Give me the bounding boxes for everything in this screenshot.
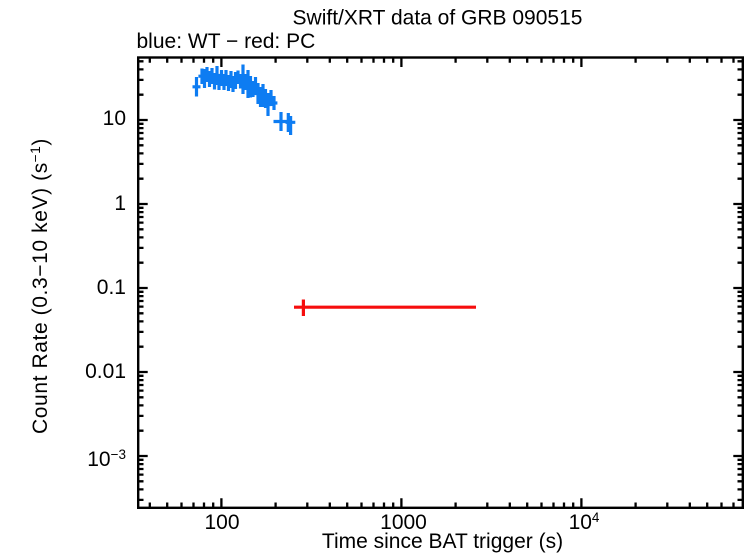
- svg-text:100: 100: [204, 511, 239, 534]
- svg-text:Count Rate (0.3−10 keV) (s−1): Count Rate (0.3−10 keV) (s−1): [28, 138, 52, 434]
- svg-text:10−3: 10−3: [87, 447, 126, 471]
- svg-text:0.1: 0.1: [97, 276, 126, 299]
- svg-text:10: 10: [103, 107, 126, 130]
- svg-text:blue: WT − red: PC: blue: WT − red: PC: [137, 30, 316, 53]
- svg-text:104: 104: [569, 510, 600, 534]
- svg-text:Swift/XRT data of GRB 090515: Swift/XRT data of GRB 090515: [293, 6, 583, 29]
- svg-text:1000: 1000: [380, 511, 427, 534]
- svg-text:0.01: 0.01: [85, 360, 126, 383]
- svg-text:Time since BAT trigger (s): Time since BAT trigger (s): [322, 530, 563, 553]
- svg-text:1: 1: [114, 192, 126, 215]
